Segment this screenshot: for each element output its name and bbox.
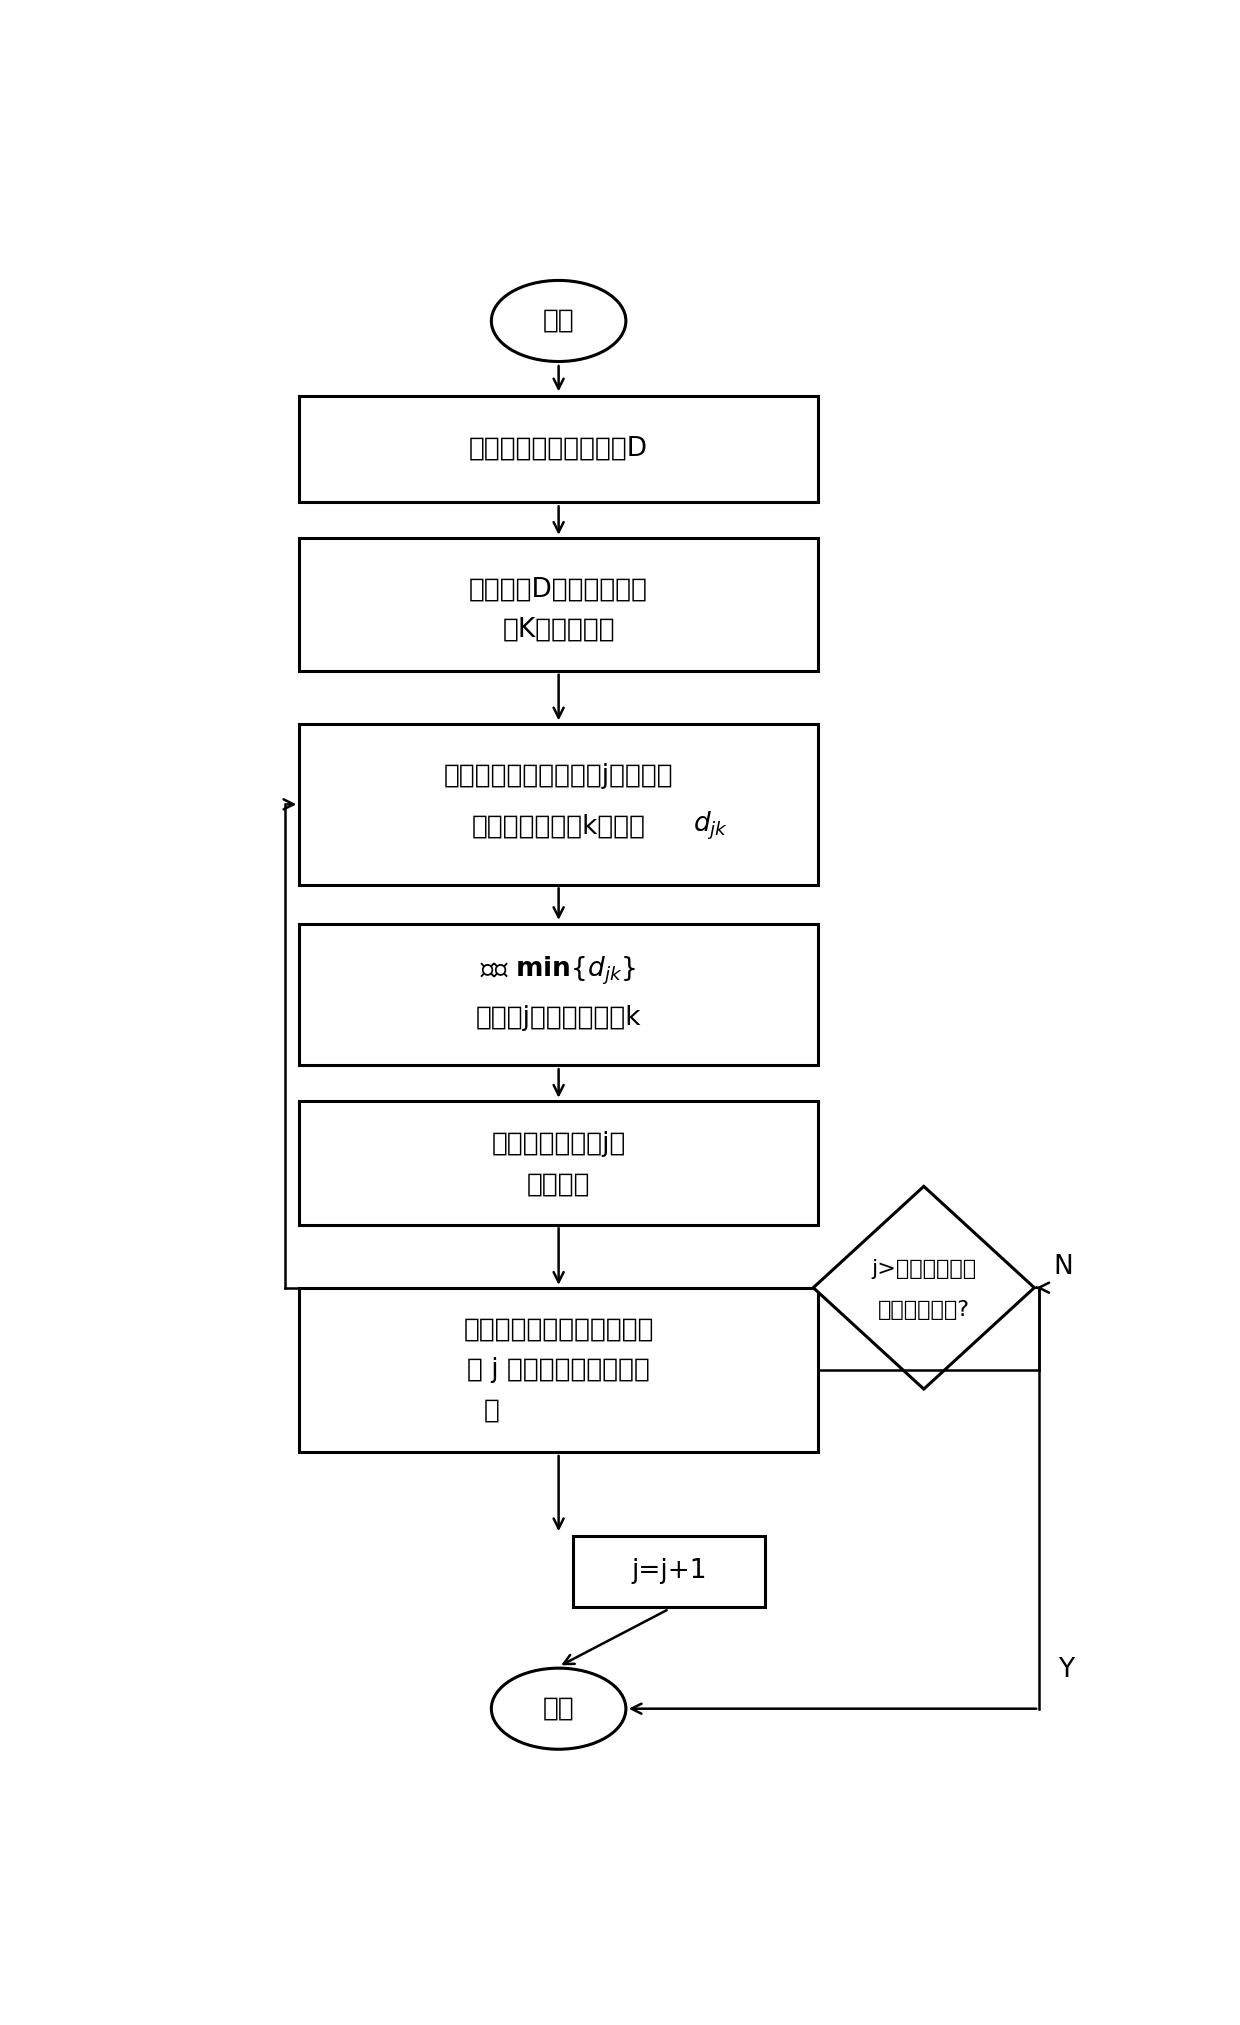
Ellipse shape: [491, 279, 626, 362]
Bar: [299, 395, 818, 502]
Text: 开始: 开始: [543, 308, 574, 334]
Text: 到K个聚类类别: 到K个聚类类别: [502, 618, 615, 642]
Text: 对数据集D聚类分析，得: 对数据集D聚类分析，得: [469, 577, 649, 601]
Text: 收集数据，构造数据集D: 收集数据，构造数据集D: [469, 435, 649, 462]
Text: 值: 值: [484, 1397, 500, 1424]
Text: 本 j 的精轧入口温度融合: 本 j 的精轧入口温度融合: [467, 1357, 650, 1383]
Bar: [299, 1288, 818, 1452]
Text: 判断 $\mathbf{min}\{d_{jk}\}$: 判断 $\mathbf{min}\{d_{jk}\}$: [480, 956, 637, 988]
Polygon shape: [813, 1187, 1034, 1389]
Text: 采用融合公式计算新轧件样: 采用融合公式计算新轧件样: [464, 1316, 653, 1343]
Text: $d_{jk}$: $d_{jk}$: [693, 810, 728, 842]
Text: 则轧件j属于聚类类别k: 则轧件j属于聚类类别k: [476, 1004, 641, 1031]
Text: 结束: 结束: [543, 1695, 574, 1721]
Bar: [299, 1102, 818, 1225]
Text: 融合系数: 融合系数: [527, 1172, 590, 1197]
Text: N: N: [1053, 1253, 1073, 1280]
Bar: [299, 725, 818, 885]
Bar: [299, 539, 818, 670]
Text: 计算新轧件样本j的: 计算新轧件样本j的: [491, 1132, 626, 1156]
Text: 聚类类别中心点k的距离: 聚类类别中心点k的距离: [471, 814, 646, 838]
Text: 数量是否成立?: 数量是否成立?: [878, 1300, 970, 1320]
Text: Y: Y: [1058, 1656, 1074, 1683]
Text: j>新轧件样本的: j>新轧件样本的: [872, 1260, 976, 1280]
Bar: [299, 923, 818, 1065]
Text: j=j+1: j=j+1: [631, 1559, 707, 1584]
Text: 计算后续接受的新轧件j与各个的: 计算后续接受的新轧件j与各个的: [444, 763, 673, 790]
Bar: [573, 1535, 765, 1608]
Ellipse shape: [491, 1669, 626, 1750]
